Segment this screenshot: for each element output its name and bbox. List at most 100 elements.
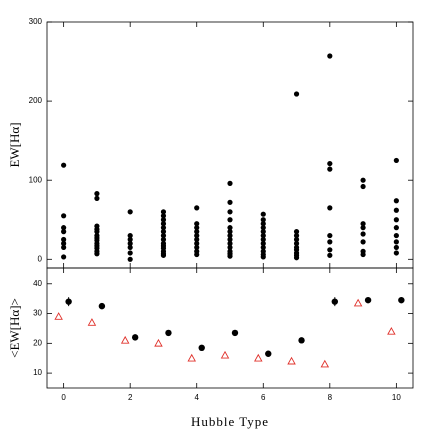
- marker: [293, 240, 300, 247]
- marker: [327, 239, 333, 245]
- y-tick-label: 10: [33, 368, 42, 377]
- marker: [227, 209, 233, 215]
- marker: [260, 236, 266, 243]
- marker: [393, 207, 399, 213]
- marker: [260, 254, 266, 260]
- marker: [293, 229, 300, 235]
- marker: [194, 221, 200, 227]
- marker: [194, 236, 200, 243]
- marker: [187, 353, 197, 362]
- marker: [353, 298, 363, 307]
- marker: [393, 232, 399, 239]
- marker: [231, 329, 239, 337]
- marker: [360, 231, 366, 237]
- marker: [227, 240, 233, 247]
- y-axis-label: EW[Hα]: [7, 122, 22, 167]
- marker: [393, 244, 399, 251]
- marker: [194, 225, 200, 231]
- marker: [61, 162, 67, 168]
- marker: [94, 191, 100, 197]
- marker: [154, 338, 163, 347]
- marker: [227, 225, 233, 231]
- marker: [127, 250, 133, 256]
- marker: [160, 236, 167, 243]
- marker: [220, 350, 230, 359]
- marker: [160, 213, 167, 219]
- marker: [260, 232, 266, 239]
- marker: [61, 225, 67, 231]
- marker: [94, 251, 100, 257]
- marker: [360, 239, 366, 245]
- marker: [94, 195, 100, 201]
- marker: [194, 251, 200, 258]
- marker: [87, 318, 97, 326]
- marker: [331, 298, 339, 305]
- y-tick-label: 200: [29, 96, 43, 105]
- marker: [327, 205, 333, 211]
- marker: [287, 356, 296, 365]
- marker: [127, 244, 133, 251]
- x-tick-label: 10: [392, 393, 401, 402]
- marker: [293, 232, 300, 239]
- marker: [398, 296, 405, 304]
- marker: [260, 229, 266, 235]
- marker: [260, 244, 266, 251]
- marker: [194, 229, 200, 235]
- marker: [227, 217, 233, 223]
- marker: [127, 236, 133, 243]
- x-tick-label: 6: [261, 393, 266, 402]
- y-tick-label: 300: [29, 17, 43, 26]
- marker: [293, 255, 300, 261]
- marker: [387, 326, 396, 335]
- plot-frame: [46, 267, 414, 389]
- marker: [61, 244, 67, 251]
- marker: [160, 225, 167, 231]
- marker: [127, 256, 133, 262]
- marker: [61, 254, 67, 260]
- marker: [227, 232, 233, 239]
- marker: [131, 334, 139, 341]
- marker: [65, 298, 72, 305]
- marker: [364, 296, 372, 304]
- marker: [160, 221, 167, 227]
- marker: [194, 240, 200, 247]
- marker: [127, 232, 133, 239]
- marker: [54, 312, 63, 320]
- marker: [160, 217, 167, 223]
- marker: [127, 209, 133, 215]
- marker: [360, 177, 366, 183]
- marker: [260, 217, 266, 223]
- marker: [393, 217, 399, 223]
- marker: [260, 211, 266, 217]
- y-tick-label: 40: [33, 279, 42, 288]
- marker: [227, 236, 233, 243]
- y-tick-label: 30: [33, 309, 42, 318]
- x-tick-label: 0: [61, 393, 66, 402]
- marker: [198, 344, 205, 352]
- marker: [254, 353, 263, 362]
- y-tick-label: 100: [29, 175, 43, 184]
- marker: [260, 240, 266, 247]
- marker: [227, 244, 233, 251]
- marker: [165, 329, 172, 337]
- y-axis-label: <EW[Hα]>: [7, 298, 22, 358]
- marker: [260, 221, 266, 227]
- marker: [160, 252, 167, 258]
- marker: [393, 157, 399, 164]
- marker: [327, 53, 333, 59]
- marker: [120, 335, 130, 344]
- marker: [393, 225, 399, 231]
- marker: [393, 250, 399, 256]
- y-tick-label: 0: [38, 254, 43, 263]
- marker: [393, 198, 399, 204]
- marker: [327, 247, 333, 253]
- x-tick-label: 4: [195, 393, 200, 402]
- marker: [160, 232, 167, 239]
- marker: [360, 183, 366, 190]
- marker: [293, 236, 300, 243]
- marker: [61, 240, 67, 247]
- marker: [360, 221, 366, 227]
- marker: [227, 199, 233, 205]
